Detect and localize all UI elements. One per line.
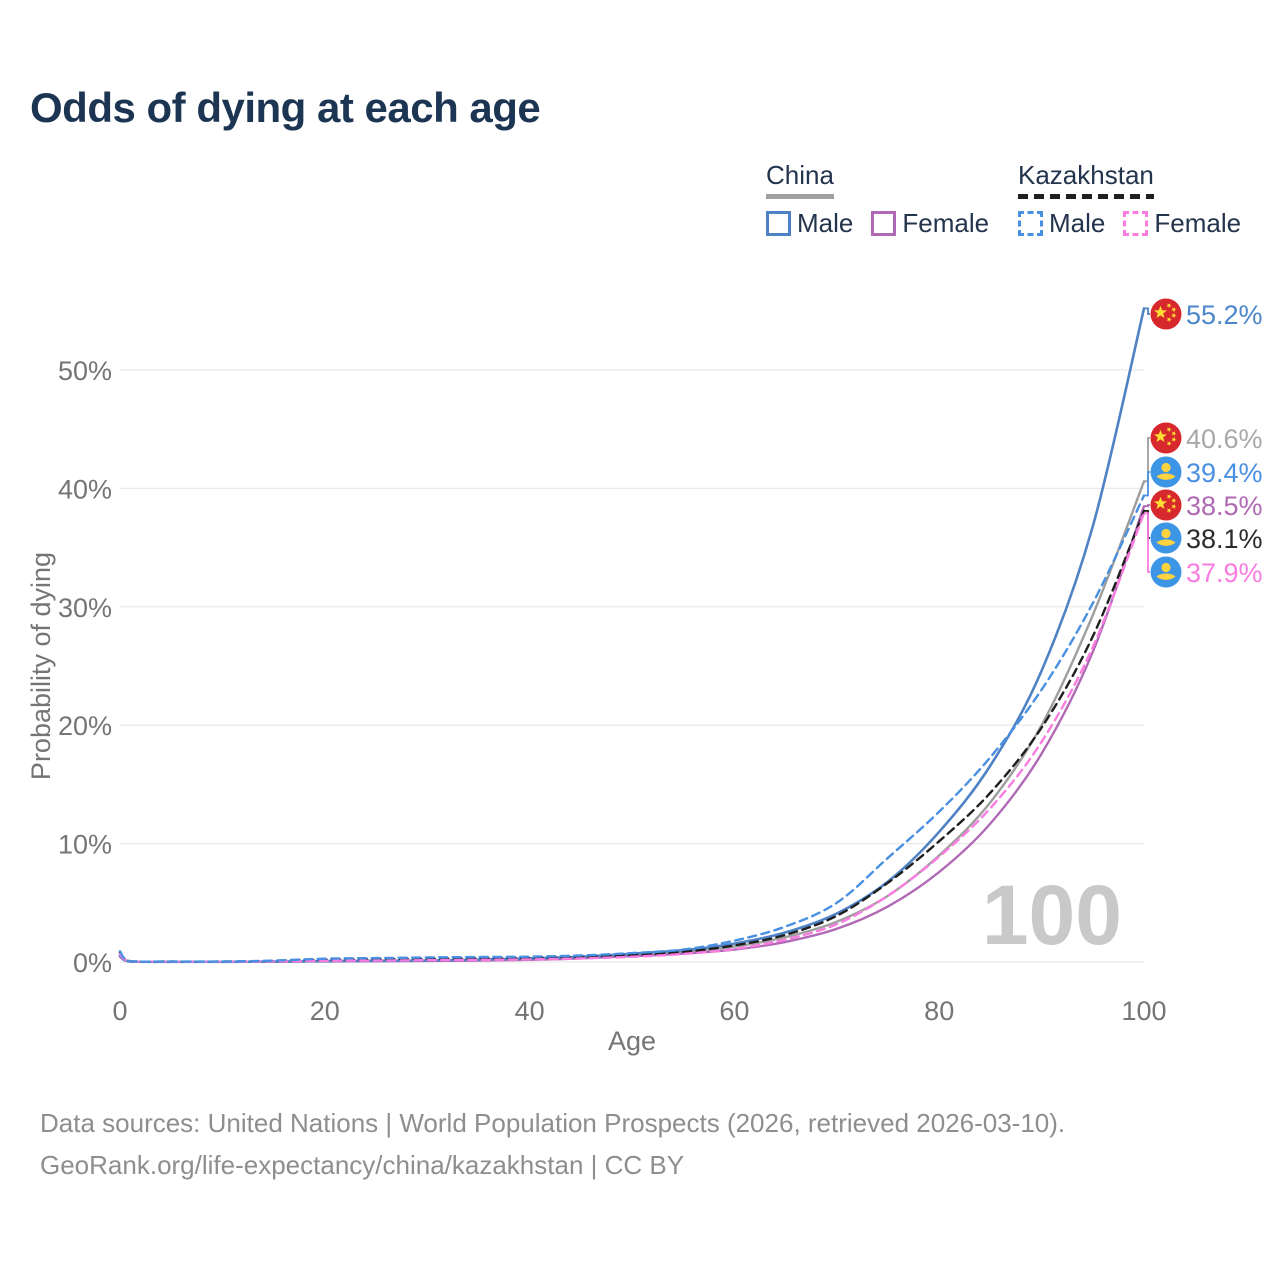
x-axis-title: Age [608,1026,656,1056]
y-tick-label: 40% [58,474,112,504]
series-line-kazakhstan-female[interactable] [118,512,1146,963]
y-tick-label: 0% [73,948,112,978]
y-tick-label: 20% [58,711,112,741]
x-tick-label: 80 [924,996,954,1026]
y-tick-label: 30% [58,593,112,623]
end-label-china-female: 38.5% [1186,491,1263,521]
legend-header-kazakhstan: Kazakhstan [1018,160,1154,199]
legend-item-label: Male [797,208,854,238]
end-label-leader-line [1144,512,1150,573]
kazakhstan-flag-icon [1150,556,1182,588]
legend-header-china: China [766,160,834,199]
end-label-kazakhstan-all: 38.1% [1186,524,1263,554]
legend-country-label-kazakhstan: Kazakhstan [1018,160,1154,190]
x-tick-label: 0 [112,996,127,1026]
legend-group-kazakhstan: Kazakhstan Male Female [1018,160,1259,239]
page-title: Odds of dying at each age [30,84,541,131]
end-label-kazakhstan-female: 37.9% [1186,558,1263,588]
chart-legend: China Male Female Kazakhstan [0,160,1280,250]
x-tick-label: 20 [310,996,340,1026]
footer-source-line: Data sources: United Nations | World Pop… [40,1108,1066,1138]
series-line-china-male[interactable] [118,307,1146,964]
end-label-china-all: 40.6% [1186,424,1263,454]
end-label-leader-line [1144,510,1150,539]
legend-group-china: China Male Female [766,160,1007,239]
legend-items-china: Male Female [766,208,1007,239]
y-tick-label: 50% [58,356,112,386]
china-flag-icon [1150,422,1182,454]
china-female-swatch-icon [871,211,897,236]
legend-item-label: Female [902,208,990,238]
legend-item-china-male[interactable]: Male [766,208,853,239]
legend-item-kazakhstan-male[interactable]: Male [1018,208,1105,239]
kazakhstan-female-swatch-icon [1123,211,1149,236]
y-axis-title: Probability of dying [26,552,56,780]
legend-items-kazakhstan: Male Female [1018,208,1259,239]
end-label-leader-line [1144,307,1150,315]
footer-license-line: GeoRank.org/life-expectancy/china/kazakh… [40,1150,685,1180]
end-label-leader-line [1144,504,1150,508]
legend-item-label: Male [1049,208,1106,238]
legend-country-label-china: China [766,160,834,190]
kazakhstan-flag-icon [1150,522,1182,554]
x-tick-label: 60 [719,996,749,1026]
end-label-china-male: 55.2% [1186,300,1263,330]
legend-item-label: Female [1154,208,1242,238]
y-tick-label: 10% [58,830,112,860]
x-tick-label: 40 [515,996,545,1026]
footer-attribution: Data sources: United Nations | World Pop… [40,1102,1065,1186]
legend-item-kazakhstan-female[interactable]: Female [1123,208,1241,239]
legend-item-china-female[interactable]: Female [871,208,989,239]
china-male-swatch-icon [766,211,791,236]
end-label-kazakhstan-male: 39.4% [1186,458,1263,488]
end-label-leader-line [1144,437,1150,483]
series-line-kazakhstan-male[interactable] [118,494,1146,963]
kazakhstan-male-swatch-icon [1018,211,1043,236]
kazakhstan-series-underline [1018,194,1154,199]
end-label-leader-line [1144,471,1150,497]
china-series-underline [766,194,834,199]
kazakhstan-flag-icon [1150,456,1182,488]
x-tick-label: 100 [1121,996,1166,1026]
china-flag-icon [1150,298,1182,330]
age-watermark: 100 [982,868,1122,962]
china-flag-icon [1150,489,1182,521]
